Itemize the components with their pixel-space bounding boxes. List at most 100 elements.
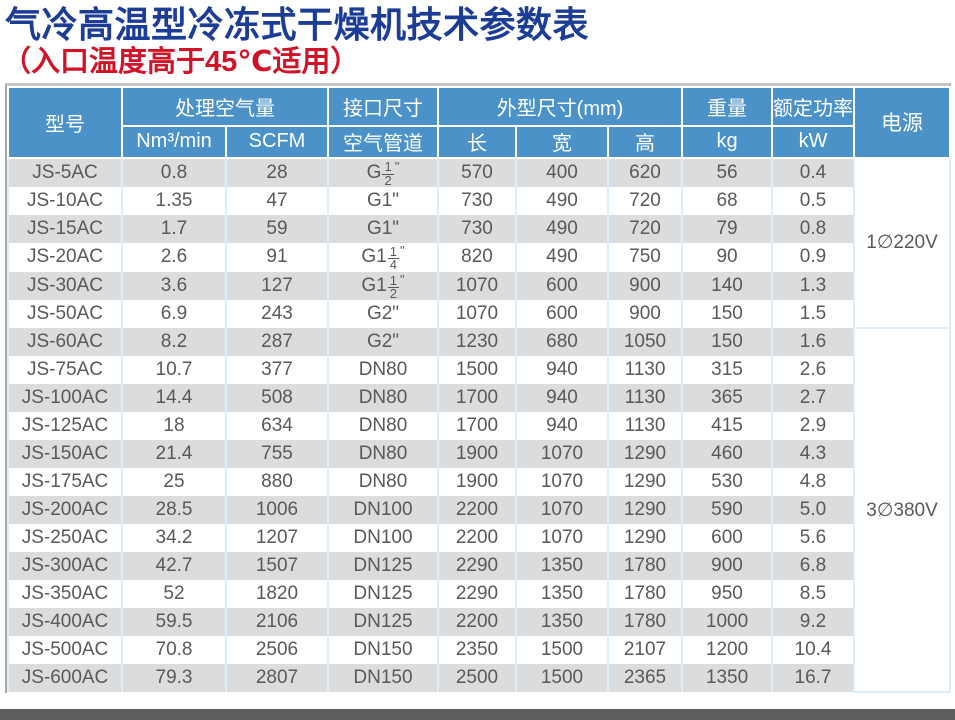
col-header-kg: kg <box>681 124 774 159</box>
height-cell: 2365 <box>606 664 684 693</box>
capacity-scfm-cell: 1006 <box>225 496 329 525</box>
model-cell: JS-100AC <box>7 384 123 413</box>
width-cell: 1350 <box>515 608 609 637</box>
weight-cell: 150 <box>681 300 774 329</box>
rated-power-cell: 1.5 <box>771 300 856 329</box>
width-cell: 1350 <box>515 552 609 581</box>
capacity-nm3-cell: 0.8 <box>121 157 227 188</box>
length-cell: 1230 <box>437 328 517 357</box>
rated-power-cell: 0.8 <box>771 215 856 244</box>
model-cell: JS-250AC <box>7 524 123 553</box>
table-row: JS-125AC 18 634 DN80 1700 940 1130 415 2.9 <box>7 412 950 441</box>
pipe-size-text: G1 <box>361 246 387 268</box>
weight-cell: 950 <box>681 580 774 609</box>
rated-power-cell: 4.8 <box>771 468 856 497</box>
weight-cell: 1000 <box>681 608 774 637</box>
pipe-size-cell: DN100 <box>327 524 439 553</box>
height-cell: 1780 <box>606 580 684 609</box>
weight-cell: 460 <box>681 440 774 469</box>
width-cell: 1500 <box>515 664 609 693</box>
capacity-scfm-cell: 47 <box>225 187 329 216</box>
height-cell: 1050 <box>606 328 684 357</box>
spec-table-head: 型号 处理空气量 接口尺寸 外型尺寸(mm) 重量 额定功率 电源 Nm³/mi… <box>7 85 952 159</box>
capacity-nm3-cell: 28.5 <box>121 496 227 525</box>
model-cell: JS-60AC <box>7 328 123 357</box>
rated-power-cell: 2.9 <box>771 412 856 441</box>
model-cell: JS-50AC <box>7 300 123 329</box>
col-header-supply: 电源 <box>853 85 952 159</box>
capacity-nm3-cell: 70.8 <box>121 636 227 665</box>
rated-power-cell: 6.8 <box>771 552 856 581</box>
inch-mark: " <box>399 243 405 259</box>
capacity-scfm-cell: 2807 <box>225 664 329 693</box>
width-cell: 400 <box>515 157 609 188</box>
pipe-size-text: G1 <box>361 274 387 296</box>
pipe-size-text: DN150 <box>353 667 413 689</box>
height-cell: 1780 <box>606 608 684 637</box>
weight-cell: 590 <box>681 496 774 525</box>
height-cell: 620 <box>606 157 684 188</box>
pipe-size-text: G1" <box>366 218 400 240</box>
height-cell: 900 <box>606 271 684 301</box>
capacity-nm3-cell: 8.2 <box>121 328 227 357</box>
width-cell: 940 <box>515 356 609 385</box>
weight-cell: 530 <box>681 468 774 497</box>
table-row: JS-30AC 3.6 127 G1 1 2 " 1070 600 900 140 1.3 <box>7 271 950 302</box>
table-row: JS-5AC 0.8 28 G 1 2 " 570 400 620 56 0.4 1∅220V <box>7 156 952 330</box>
length-cell: 1900 <box>437 440 517 469</box>
weight-cell: 90 <box>681 243 774 272</box>
width-cell: 600 <box>515 271 609 301</box>
length-cell: 2200 <box>437 608 517 637</box>
inch-mark: " <box>399 271 405 287</box>
pipe-size-cell: G1" <box>327 215 439 244</box>
capacity-nm3-cell: 6.9 <box>121 300 227 329</box>
table-row: JS-15AC 1.7 59 G1" 730 490 720 79 0.8 <box>7 215 950 244</box>
table-row: JS-400AC 59.5 2106 DN125 2200 1350 1780 1000 9.2 <box>7 608 950 637</box>
pipe-size-cell: DN80 <box>327 468 439 497</box>
width-cell: 940 <box>515 384 609 413</box>
table-row: JS-20AC 2.6 91 G1 1 4 " 820 490 750 90 0.9 <box>7 243 950 272</box>
pipe-size-text: DN100 <box>353 527 413 549</box>
length-cell: 730 <box>437 187 517 216</box>
rated-power-cell: 2.6 <box>771 356 856 385</box>
pipe-size-text: DN125 <box>353 583 413 605</box>
pipe-size-cell: DN150 <box>327 636 439 665</box>
model-cell: JS-125AC <box>7 412 123 441</box>
capacity-scfm-cell: 2506 <box>225 636 329 665</box>
width-cell: 680 <box>515 328 609 357</box>
width-cell: 490 <box>515 187 609 216</box>
weight-cell: 315 <box>681 356 774 385</box>
height-cell: 720 <box>606 215 684 244</box>
model-cell: JS-150AC <box>7 440 123 469</box>
length-cell: 2200 <box>437 524 517 553</box>
length-cell: 1700 <box>437 384 517 413</box>
capacity-nm3-cell: 14.4 <box>121 384 227 413</box>
capacity-nm3-cell: 42.7 <box>121 552 227 581</box>
weight-cell: 140 <box>681 271 774 301</box>
model-cell: JS-15AC <box>7 215 123 244</box>
length-cell: 1900 <box>437 468 517 497</box>
capacity-scfm-cell: 880 <box>225 468 329 497</box>
capacity-scfm-cell: 377 <box>225 356 329 385</box>
capacity-nm3-cell: 18 <box>121 412 227 441</box>
table-row: JS-10AC 1.35 47 G1" 730 490 720 68 0.5 <box>7 187 950 216</box>
rated-power-cell: 10.4 <box>771 636 856 665</box>
pipe-size-cell: G 1 2 " <box>327 157 439 188</box>
pipe-size-text: G1" <box>366 190 400 212</box>
pipe-size-text: DN80 <box>358 415 408 437</box>
length-cell: 1070 <box>437 271 517 301</box>
weight-cell: 1350 <box>681 664 774 693</box>
model-cell: JS-400AC <box>7 608 123 637</box>
spec-table-wrapper: 型号 处理空气量 接口尺寸 外型尺寸(mm) 重量 额定功率 电源 Nm³/mi… <box>5 82 952 694</box>
rated-power-cell: 5.0 <box>771 496 856 525</box>
page-subtitle: （入口温度高于45℃适用） <box>2 46 360 79</box>
capacity-scfm-cell: 28 <box>225 157 329 188</box>
height-cell: 1290 <box>606 496 684 525</box>
pipe-size-cell: G2" <box>327 328 439 357</box>
length-cell: 2200 <box>437 496 517 525</box>
width-cell: 1350 <box>515 580 609 609</box>
pipe-size-cell: G2" <box>327 300 439 329</box>
table-row: JS-200AC 28.5 1006 DN100 2200 1070 1290 590 5.0 <box>7 496 950 525</box>
